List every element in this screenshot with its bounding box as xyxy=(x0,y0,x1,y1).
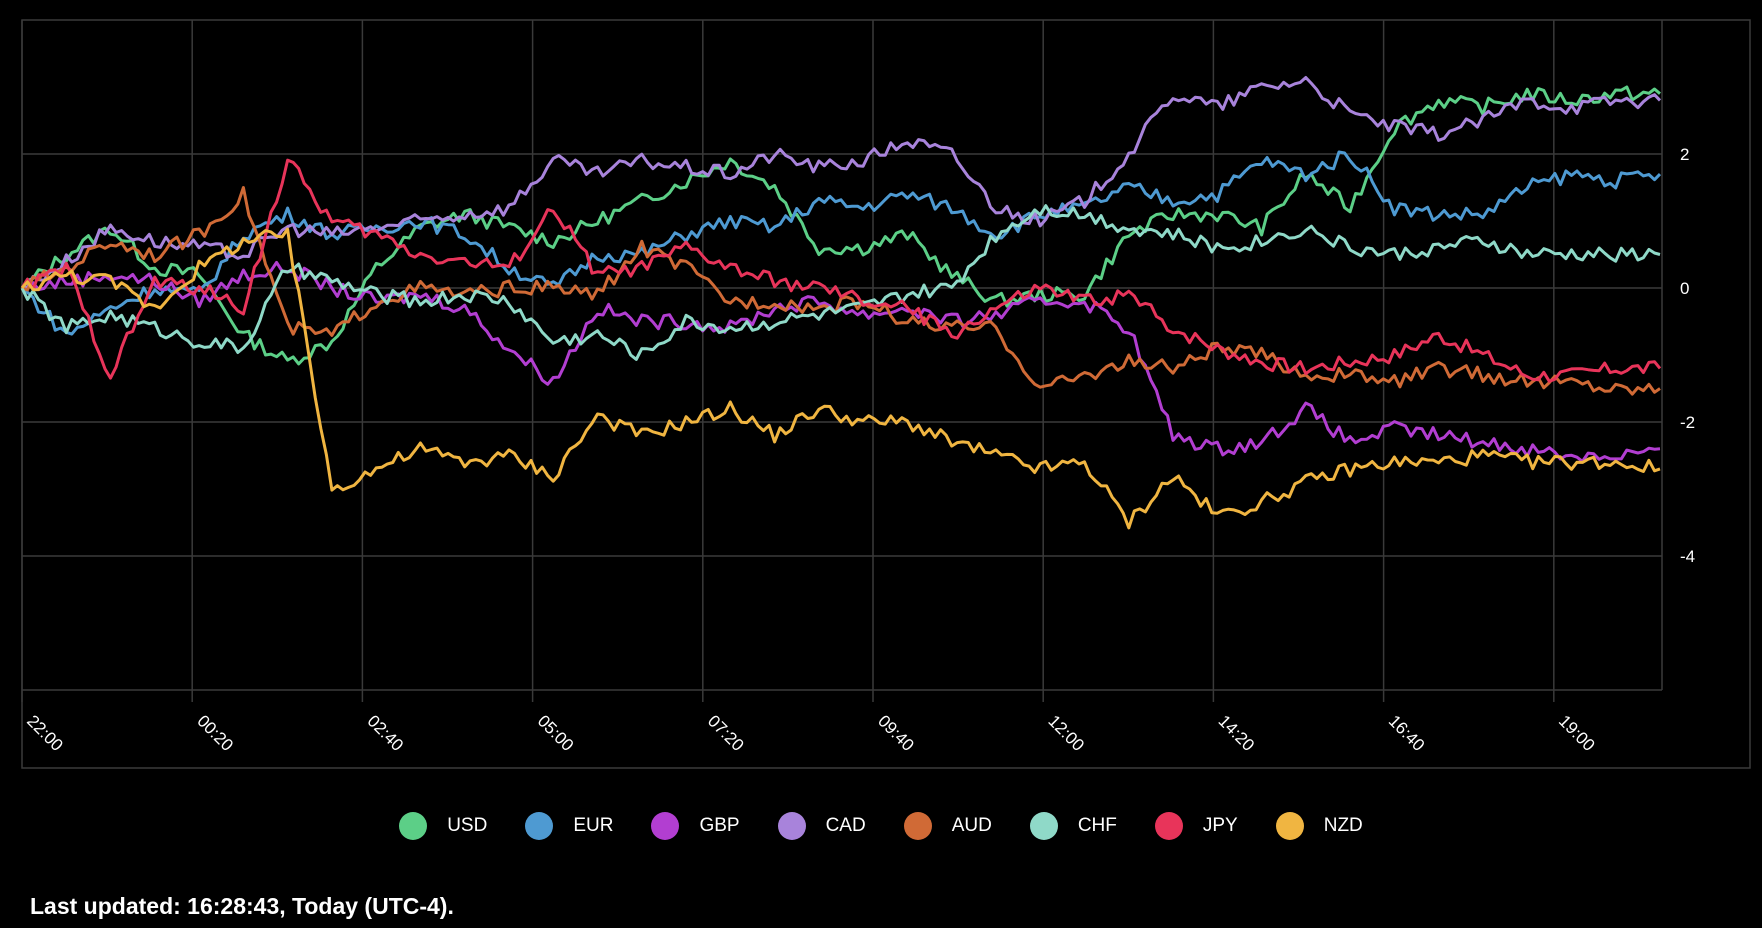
series-line-aud xyxy=(21,186,1661,396)
legend-swatch xyxy=(903,812,932,840)
y-tick-label: -2 xyxy=(1680,413,1695,432)
legend-label: GBP xyxy=(699,815,740,836)
chart-legend: USD EUR GBP CAD AUD CHF JPY NZD xyxy=(0,806,1762,846)
legend-swatch xyxy=(651,812,680,840)
x-tick-label: 22:00 xyxy=(23,711,67,755)
x-tick-label: 05:00 xyxy=(534,711,578,755)
legend-label: NZD xyxy=(1323,815,1363,836)
series-line-cad xyxy=(21,76,1662,290)
series-line-jpy xyxy=(20,158,1662,383)
legend-label: JPY xyxy=(1202,815,1238,836)
chart-canvas: 2 0 -2 -4 22:00 00:20 02:40 05:00 07:20 09:40 12:0… xyxy=(20,19,1751,769)
series-line-chf xyxy=(20,204,1661,361)
legend-item-jpy[interactable]: JPY xyxy=(1154,812,1238,840)
y-tick-label: 0 xyxy=(1680,279,1689,298)
x-tick-label: 12:00 xyxy=(1044,711,1088,755)
legend-item-gbp[interactable]: GBP xyxy=(651,812,740,840)
currency-strength-chart: 2 0 -2 -4 22:00 00:20 02:40 05:00 07:20 09:40 12:0… xyxy=(20,19,1751,769)
series-line-eur xyxy=(21,150,1662,336)
legend-item-eur[interactable]: EUR xyxy=(525,812,613,840)
series-lines xyxy=(20,76,1662,530)
series-line-gbp xyxy=(21,260,1661,463)
chart-frame xyxy=(21,19,1751,769)
x-tick-label: 02:40 xyxy=(364,711,408,755)
legend-swatch xyxy=(1029,812,1058,840)
y-tick-label: 2 xyxy=(1680,145,1689,164)
y-tick-label: -4 xyxy=(1680,547,1695,566)
legend-item-cad[interactable]: CAD xyxy=(777,812,866,840)
x-tick-label: 14:20 xyxy=(1215,711,1259,755)
legend-label: CAD xyxy=(825,815,866,836)
last-updated-text: Last updated: 16:28:43, Today (UTC-4). xyxy=(30,893,454,919)
x-tick-label: 16:40 xyxy=(1385,711,1429,755)
legend-item-usd[interactable]: USD xyxy=(399,812,487,840)
x-tick-label: 09:40 xyxy=(874,711,918,755)
legend-swatch xyxy=(1154,812,1183,840)
legend-swatch xyxy=(1275,812,1304,840)
legend-label: USD xyxy=(447,815,488,836)
legend-swatch xyxy=(399,812,428,840)
gridlines xyxy=(21,20,1663,702)
x-tick-labels: 22:00 00:20 02:40 05:00 07:20 09:40 12:00 14:20… xyxy=(23,711,1598,755)
series-line-nzd xyxy=(20,227,1661,530)
series-line-usd xyxy=(20,85,1661,366)
legend-swatch xyxy=(777,812,806,840)
legend-label: EUR xyxy=(573,815,614,836)
legend-swatch xyxy=(525,812,554,840)
legend-label: AUD xyxy=(951,815,992,836)
legend-item-aud[interactable]: AUD xyxy=(903,812,992,840)
legend-item-chf[interactable]: CHF xyxy=(1029,812,1117,840)
legend-label: CHF xyxy=(1077,815,1117,836)
x-tick-label: 00:20 xyxy=(193,711,237,755)
x-tick-label: 07:20 xyxy=(704,711,748,755)
y-tick-labels: 2 0 -2 -4 xyxy=(1680,145,1695,566)
legend-item-nzd[interactable]: NZD xyxy=(1275,812,1363,840)
x-tick-label: 19:00 xyxy=(1555,711,1599,755)
